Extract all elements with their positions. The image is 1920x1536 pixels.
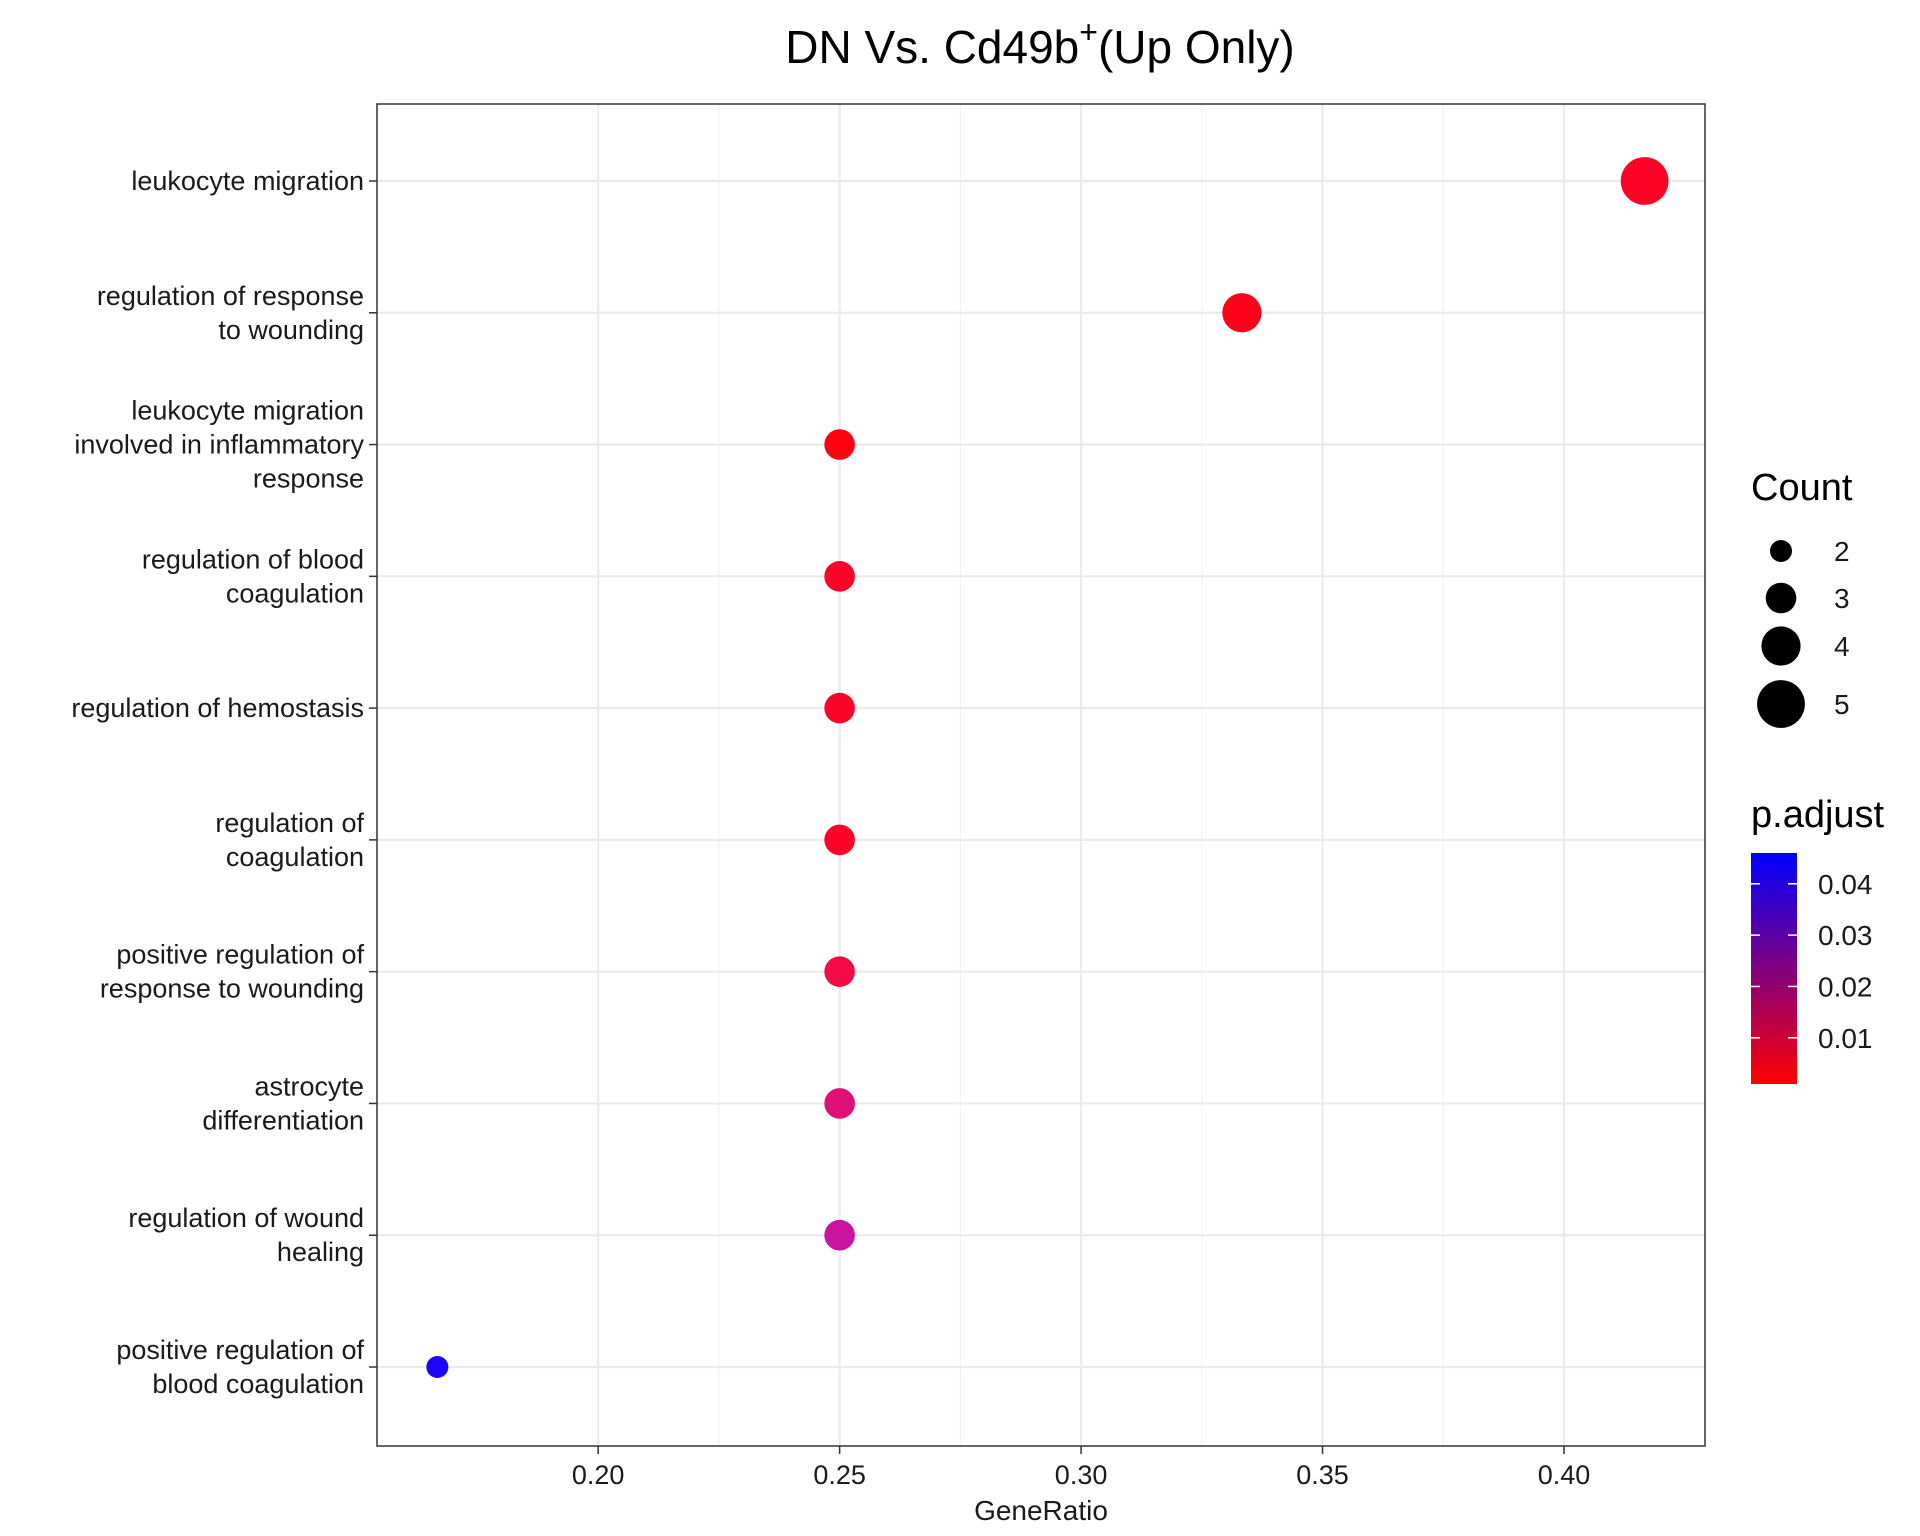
- legend-count-label: 3: [1834, 583, 1850, 614]
- legend-count-label: 5: [1834, 689, 1850, 720]
- y-axis-labels: leukocyte migration regulation of respons…: [71, 166, 364, 1399]
- legend-count-swatch: [1757, 680, 1805, 728]
- legend-count-swatch: [1770, 540, 1792, 562]
- data-point: [426, 1356, 449, 1378]
- y-tick-label-line: healing: [277, 1237, 364, 1267]
- y-tick-label-line: regulation of response: [97, 281, 364, 311]
- y-tick-label: regulation of hemostasis: [71, 693, 364, 723]
- data-point: [824, 561, 855, 592]
- y-tick-label-line: coagulation: [226, 578, 364, 608]
- y-tick-label-line: leukocyte migration: [131, 396, 364, 426]
- legend-padjust-ticks: 0.04 0.03 0.02 0.01: [1751, 869, 1873, 1054]
- x-tick-label: 0.25: [813, 1460, 866, 1490]
- chart-title-main: DN Vs. Cd49b: [785, 21, 1079, 73]
- data-points: [426, 157, 1669, 1378]
- x-axis-ticks: [597, 1446, 1565, 1454]
- y-tick-label: leukocyte migration: [131, 166, 364, 196]
- grid-minor: [718, 104, 1444, 1446]
- data-point: [824, 429, 855, 460]
- legend-count-swatch: [1761, 626, 1801, 666]
- chart-title-superscript: +: [1079, 14, 1098, 50]
- y-tick-label: positive regulation of blood coagulation: [116, 1335, 364, 1399]
- y-tick-label: regulation of wound healing: [128, 1203, 364, 1267]
- plot-panel: [377, 104, 1705, 1446]
- y-tick-label-line: positive regulation of: [116, 1335, 364, 1365]
- y-tick-label-line: involved in inflammatory: [74, 430, 364, 460]
- y-tick-label-line: to wounding: [218, 315, 364, 345]
- y-axis-ticks: [369, 180, 377, 1368]
- y-tick-label-line: positive regulation of: [116, 940, 364, 970]
- y-tick-label-line: blood coagulation: [152, 1369, 364, 1399]
- y-tick-label-line: regulation of wound: [128, 1203, 364, 1233]
- x-tick-label: 0.20: [572, 1460, 625, 1490]
- chart-title-suffix: (Up Only): [1098, 21, 1295, 73]
- data-point: [1222, 293, 1262, 333]
- legend-padjust-colorbar: [1751, 853, 1797, 1084]
- data-point: [1620, 157, 1669, 205]
- y-tick-label: astrocyte differentiation: [202, 1071, 364, 1135]
- y-tick-label-line: regulation of blood: [142, 544, 364, 574]
- x-axis-labels: 0.20 0.25 0.30 0.35 0.40: [572, 1460, 1590, 1490]
- data-point: [824, 956, 855, 987]
- y-tick-label: positive regulation of response to woundi…: [100, 940, 365, 1004]
- data-point: [824, 1088, 855, 1119]
- y-tick-label-line: regulation of hemostasis: [71, 693, 364, 723]
- y-tick-label-line: regulation of: [215, 808, 364, 838]
- data-point: [824, 692, 855, 724]
- colorbar-tick-label: 0.04: [1818, 869, 1873, 900]
- y-tick-label-line: leukocyte migration: [131, 166, 364, 196]
- legend-count-label: 2: [1834, 536, 1850, 567]
- plot-panel-border: [376, 103, 1706, 1447]
- x-axis-title: GeneRatio: [974, 1495, 1108, 1526]
- y-tick-label-line: coagulation: [226, 842, 364, 872]
- y-tick-label: regulation of coagulation: [215, 808, 364, 872]
- legend-count-items: 2 3 4 5: [1757, 536, 1850, 728]
- data-point: [824, 824, 855, 856]
- y-tick-label: leukocyte migration involved in inflammat…: [74, 396, 364, 494]
- y-tick-label: regulation of response to wounding: [97, 281, 364, 345]
- legend-count-title: Count: [1751, 467, 1853, 509]
- legend-padjust-title: p.adjust: [1751, 794, 1885, 836]
- y-tick-label-line: astrocyte: [254, 1071, 364, 1101]
- colorbar-tick-label: 0.01: [1818, 1023, 1873, 1054]
- data-point: [824, 1219, 855, 1251]
- chart-title: DN Vs. Cd49b+(Up Only): [785, 14, 1295, 73]
- colorbar-tick-label: 0.02: [1818, 971, 1873, 1002]
- grid-major: [377, 104, 1705, 1446]
- legend-count-label: 4: [1834, 631, 1850, 662]
- colorbar-tick-label: 0.03: [1818, 920, 1873, 951]
- legend-count-swatch: [1765, 582, 1797, 614]
- x-tick-label: 0.30: [1055, 1460, 1108, 1490]
- y-tick-label: regulation of blood coagulation: [142, 544, 364, 608]
- x-tick-label: 0.40: [1538, 1460, 1591, 1490]
- y-tick-label-line: response: [253, 464, 364, 494]
- y-tick-label-line: response to wounding: [100, 974, 364, 1004]
- y-tick-label-line: differentiation: [202, 1105, 364, 1135]
- x-tick-label: 0.35: [1296, 1460, 1349, 1490]
